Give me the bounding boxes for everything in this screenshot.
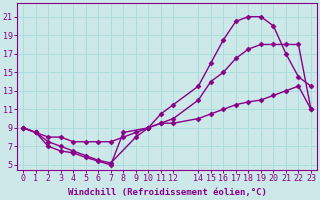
X-axis label: Windchill (Refroidissement éolien,°C): Windchill (Refroidissement éolien,°C) (68, 188, 267, 197)
